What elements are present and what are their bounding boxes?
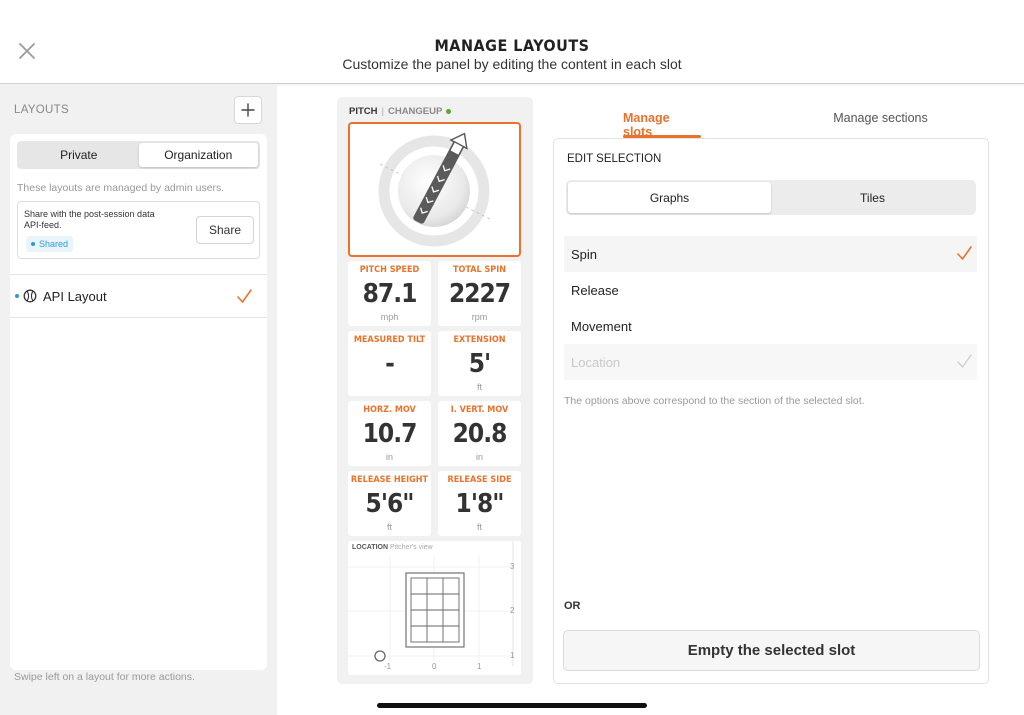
option-label: Movement bbox=[571, 318, 632, 334]
tile-release-height[interactable]: RELEASE HEIGHT 5'6" ft bbox=[348, 471, 431, 536]
location-title: LOCATION Pitcher's view bbox=[352, 544, 433, 551]
tile-label: RELEASE HEIGHT bbox=[350, 475, 429, 485]
layouts-section-label: LAYOUTS bbox=[14, 104, 69, 116]
shared-badge: Shared bbox=[26, 236, 74, 252]
tile-horz-mov[interactable]: HORZ. MOV 10.7 in bbox=[348, 401, 431, 466]
tile-value: 20.8 bbox=[452, 419, 508, 449]
header: MANAGE LAYOUTS Customize the panel by ed… bbox=[0, 0, 1024, 84]
y-tick-label: 3 bbox=[510, 562, 515, 571]
y-tick-label: 2 bbox=[510, 606, 515, 615]
tile-label: MEASURED TILT bbox=[353, 335, 426, 345]
tile-pitch-speed[interactable]: PITCH SPEED 87.1 mph bbox=[348, 261, 431, 326]
y-tick-label: 1 bbox=[510, 651, 515, 660]
tile-label: EXTENSION bbox=[453, 335, 506, 345]
tile-unit: in bbox=[475, 452, 483, 462]
tile-total-spin[interactable]: TOTAL SPIN 2227 rpm bbox=[438, 261, 521, 326]
managed-note: These layouts are managed by admin users… bbox=[17, 182, 225, 194]
location-graph-slot[interactable]: LOCATION Pitcher's view -1 bbox=[348, 541, 521, 675]
share-description: Share with the post-session data API-fee… bbox=[24, 209, 155, 230]
spin-ball-graphic-icon bbox=[378, 132, 491, 247]
content-type-toggle: Graphs Tiles bbox=[566, 180, 976, 215]
option-movement[interactable]: Movement bbox=[564, 308, 977, 344]
tile-label: PITCH SPEED bbox=[359, 265, 420, 275]
tile-value: 2227 bbox=[448, 279, 511, 309]
tile-unit: rpm bbox=[471, 312, 488, 322]
tile-value: 1'8" bbox=[455, 489, 505, 519]
tab-manage-sections[interactable]: Manage sections bbox=[833, 111, 928, 125]
edit-selection-title: EDIT SELECTION bbox=[567, 153, 662, 165]
tab-tiles[interactable]: Tiles bbox=[860, 190, 885, 205]
options-note: The options above correspond to the sect… bbox=[564, 395, 865, 407]
option-spin[interactable]: Spin bbox=[564, 236, 977, 272]
option-location: Location bbox=[564, 344, 977, 380]
empty-slot-button[interactable]: Empty the selected slot bbox=[563, 630, 980, 671]
checkmark-icon bbox=[237, 289, 252, 303]
tile-value: 5'6" bbox=[365, 489, 415, 519]
option-label: Release bbox=[571, 282, 619, 298]
pitch-label: PITCH bbox=[349, 106, 378, 117]
checkmark-icon bbox=[957, 354, 972, 368]
tile-label: TOTAL SPIN bbox=[452, 265, 507, 275]
x-tick-label: 0 bbox=[432, 662, 437, 671]
tile-release-side[interactable]: RELEASE SIDE 1'8" ft bbox=[438, 471, 521, 536]
or-label: OR bbox=[564, 600, 581, 612]
tab-organization[interactable]: Organization bbox=[138, 143, 258, 167]
location-label: LOCATION bbox=[352, 544, 389, 551]
options-list: Spin Release Movement Location bbox=[564, 236, 977, 380]
checkmark-icon bbox=[957, 246, 972, 260]
tile-value: 87.1 bbox=[362, 279, 418, 309]
close-button[interactable] bbox=[14, 38, 40, 64]
strike-zone-icon bbox=[348, 541, 514, 666]
tile-label: HORZ. MOV bbox=[363, 405, 416, 415]
share-box: Share with the post-session data API-fee… bbox=[17, 201, 260, 259]
tile-unit: in bbox=[385, 452, 393, 462]
swipe-note: Swipe left on a layout for more actions. bbox=[14, 671, 195, 683]
layout-scope-toggle: Private Organization bbox=[17, 141, 260, 169]
editor-tabs: Manage slots Manage sections bbox=[553, 104, 989, 139]
tile-unit: ft bbox=[476, 522, 482, 532]
option-release[interactable]: Release bbox=[564, 272, 977, 308]
tile-value: - bbox=[385, 349, 395, 379]
pitch-type: CHANGEUP bbox=[387, 106, 443, 117]
layout-name: API Layout bbox=[43, 288, 107, 304]
option-label: Location bbox=[571, 354, 621, 370]
baseball-icon bbox=[23, 289, 37, 303]
shared-badge-label: Shared bbox=[39, 239, 69, 249]
plus-icon bbox=[241, 103, 255, 117]
pitch-header: PITCH | CHANGEUP bbox=[349, 106, 452, 117]
tile-vert-mov[interactable]: I. VERT. MOV 20.8 in bbox=[438, 401, 521, 466]
page-title: MANAGE LAYOUTS bbox=[434, 36, 590, 55]
option-label: Spin bbox=[571, 246, 598, 262]
x-tick-label: -1 bbox=[384, 662, 392, 671]
layout-indicator-dot bbox=[15, 294, 19, 298]
layouts-sidebar: LAYOUTS Private Organization These layou… bbox=[0, 85, 277, 715]
layout-item-api-layout[interactable]: API Layout bbox=[10, 274, 267, 318]
x-tick-label: 1 bbox=[477, 662, 482, 671]
edit-selection-panel: EDIT SELECTION Graphs Tiles Spin Release… bbox=[553, 138, 989, 684]
tile-value: 5' bbox=[468, 349, 491, 379]
tile-label: I. VERT. MOV bbox=[450, 405, 509, 415]
tab-graphs[interactable]: Graphs bbox=[568, 182, 771, 213]
tile-unit: mph bbox=[380, 312, 399, 322]
tile-measured-tilt[interactable]: MEASURED TILT - bbox=[348, 331, 431, 396]
spin-graph-slot[interactable] bbox=[348, 122, 521, 257]
shared-dot-icon bbox=[31, 242, 35, 246]
close-icon bbox=[19, 43, 35, 59]
tab-private[interactable]: Private bbox=[60, 148, 98, 162]
tile-unit: ft bbox=[476, 382, 482, 392]
page-subtitle: Customize the panel by editing the conte… bbox=[342, 56, 682, 72]
share-button[interactable]: Share bbox=[196, 216, 254, 244]
add-layout-button[interactable] bbox=[234, 96, 262, 124]
tab-manage-slots[interactable]: Manage slots bbox=[623, 104, 701, 139]
tile-value: 10.7 bbox=[362, 419, 418, 449]
layouts-card: Private Organization These layouts are m… bbox=[10, 134, 267, 670]
tile-label: RELEASE SIDE bbox=[447, 475, 512, 485]
home-indicator bbox=[377, 703, 647, 708]
tile-unit: ft bbox=[386, 522, 392, 532]
tile-extension[interactable]: EXTENSION 5' ft bbox=[438, 331, 521, 396]
location-subtitle: Pitcher's view bbox=[390, 544, 433, 551]
panel-preview: PITCH | CHANGEUP PIT bbox=[337, 97, 533, 684]
live-status-dot-icon bbox=[446, 109, 452, 114]
